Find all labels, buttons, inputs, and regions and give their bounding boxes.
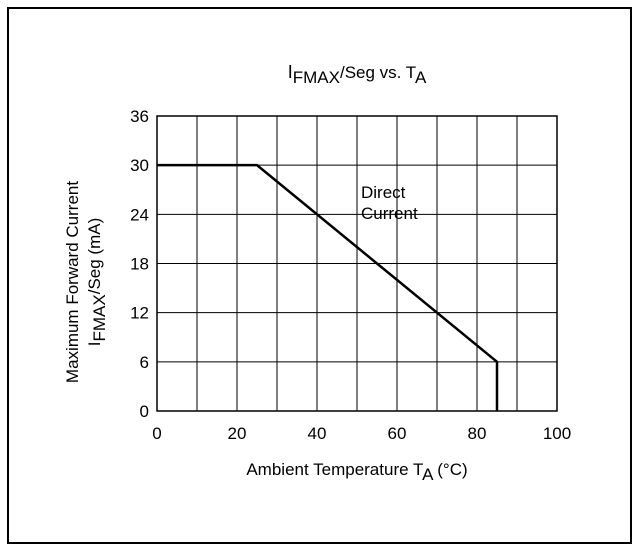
y-label-line2: IFMAX/Seg (mA) xyxy=(85,218,109,347)
y-tick-label: 18 xyxy=(130,255,149,274)
y-label-line2-sub: FMAX xyxy=(90,294,109,341)
annotation-direct-current: Direct Current xyxy=(361,183,418,223)
x-tick-label: 100 xyxy=(543,424,571,443)
grid xyxy=(156,115,558,412)
x-tick-label: 0 xyxy=(152,424,161,443)
y-tick-label: 0 xyxy=(140,402,149,421)
y-tick-label: 6 xyxy=(140,353,149,372)
y-label-line2-end: /Seg (mA) xyxy=(85,218,104,295)
title-mid: /Seg vs. T xyxy=(340,63,416,82)
title-sub-a: A xyxy=(415,68,427,87)
chart-frame xyxy=(7,7,632,544)
annotation-line: Current xyxy=(361,204,418,223)
annotations: Direct Current xyxy=(361,183,418,223)
x-tick-label: 80 xyxy=(468,424,487,443)
x-label-sub: A xyxy=(422,465,434,484)
x-axis-label: Ambient Temperature TA (°C) xyxy=(246,460,467,484)
x-tick-label: 20 xyxy=(228,424,247,443)
x-tick-label: 40 xyxy=(308,424,327,443)
title-main: I xyxy=(288,62,293,82)
y-label-line1: Maximum Forward Current xyxy=(63,181,82,383)
plot-area-border xyxy=(156,115,558,412)
y-label-line2-main: I xyxy=(85,342,104,347)
tick-labels: 0 20 40 60 80 100 0 6 12 18 24 30 36 xyxy=(130,107,571,443)
chart-title: IFMAX/Seg vs. TA xyxy=(288,62,427,87)
x-label-main: Ambient Temperature T xyxy=(246,460,423,479)
x-tick-label: 60 xyxy=(388,424,407,443)
y-axis-label: Maximum Forward Current IFMAX/Seg (mA) xyxy=(63,181,109,383)
title-sub-fmax: FMAX xyxy=(293,68,340,87)
x-label-end: (°C) xyxy=(433,460,468,479)
annotation-line: Direct xyxy=(361,183,406,202)
y-tick-label: 36 xyxy=(130,107,149,126)
y-tick-label: 30 xyxy=(130,156,149,175)
derating-curve xyxy=(157,163,499,411)
y-tick-label: 12 xyxy=(130,304,149,323)
y-tick-label: 24 xyxy=(130,205,149,224)
series-layer xyxy=(157,163,499,411)
